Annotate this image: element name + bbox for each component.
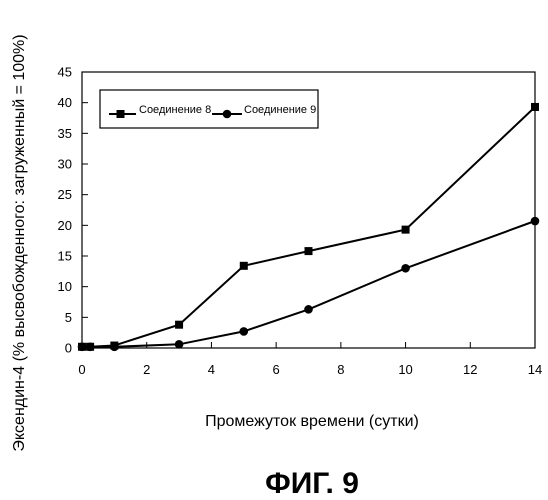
legend: Соединение 8 Соединение 9 — [100, 90, 318, 128]
x-tick-label: 12 — [463, 362, 477, 377]
legend-marker-circle — [223, 110, 232, 119]
y-axis-title: Эксендин-4 (% высвобожденного: загруженн… — [11, 34, 28, 451]
y-tick-label: 20 — [58, 218, 72, 233]
data-point-circle — [531, 217, 540, 226]
data-point-square — [402, 226, 410, 234]
x-tick-label: 4 — [208, 362, 215, 377]
y-tick-label: 30 — [58, 157, 72, 172]
y-tick-label: 15 — [58, 249, 72, 264]
data-point-circle — [175, 340, 184, 349]
y-tick-label: 10 — [58, 279, 72, 294]
data-point-circle — [239, 327, 248, 336]
figure-caption: ФИГ. 9 — [265, 467, 359, 500]
legend-label-series-2: Соединение 9 — [244, 104, 316, 116]
x-tick-label: 10 — [398, 362, 412, 377]
y-tick-label: 45 — [58, 65, 72, 80]
x-tick-label: 0 — [78, 362, 85, 377]
data-point-circle — [304, 305, 313, 314]
data-point-square — [531, 103, 539, 111]
data-point-circle — [86, 342, 95, 351]
y-tick-label: 0 — [65, 341, 72, 356]
legend-marker-square — [117, 110, 125, 118]
y-tick-label: 25 — [58, 187, 72, 202]
y-tick-label: 35 — [58, 126, 72, 141]
data-point-square — [305, 247, 313, 255]
data-point-circle — [78, 342, 87, 351]
y-tick-label: 40 — [58, 95, 72, 110]
x-tick-label: 14 — [528, 362, 542, 377]
x-tick-label: 2 — [143, 362, 150, 377]
data-point-square — [240, 262, 248, 270]
data-point-square — [175, 321, 183, 329]
x-tick-label: 6 — [273, 362, 280, 377]
x-tick-label: 8 — [337, 362, 344, 377]
x-axis-title: Промежуток времени (сутки) — [205, 413, 419, 430]
series-line-2 — [82, 221, 535, 347]
data-point-circle — [401, 264, 410, 273]
legend-label-series-1: Соединение 8 — [139, 104, 211, 116]
y-tick-label: 5 — [65, 310, 72, 325]
data-point-circle — [110, 342, 119, 351]
